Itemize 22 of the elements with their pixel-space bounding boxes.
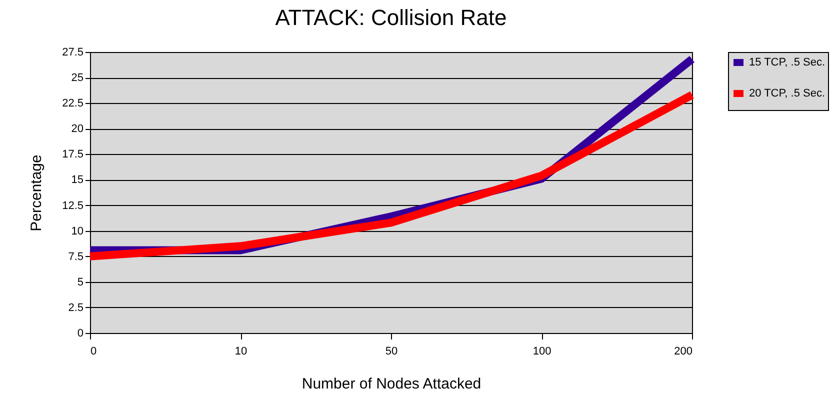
- legend-label: 20 TCP, .5 Sec.: [749, 88, 826, 100]
- y-tick-label: 22.5: [62, 98, 84, 110]
- x-tick-label: 0: [90, 346, 97, 358]
- y-tick-label: 10: [71, 225, 84, 238]
- x-axis-title: Number of Nodes Attacked: [302, 376, 482, 392]
- y-tick-label: 17.5: [62, 148, 84, 161]
- y-axis-title: Percentage: [28, 154, 46, 232]
- x-tick-label: 200: [674, 346, 692, 358]
- legend-label: 15 TCP, .5 Sec.: [749, 56, 826, 68]
- x-tick-label: 100: [532, 346, 552, 358]
- chart-title: ATTACK: Collision Rate: [275, 5, 507, 30]
- y-tick-label: 7.5: [68, 250, 84, 263]
- y-tick-label: 20: [71, 123, 84, 136]
- y-tick-label: 12.5: [62, 200, 84, 212]
- y-tick-label: 5: [77, 276, 84, 288]
- y-tick-label: 0: [77, 328, 84, 340]
- y-tick-label: 27.5: [62, 46, 84, 58]
- x-tick-label: 10: [234, 346, 248, 358]
- x-tick-label: 50: [385, 346, 398, 358]
- y-tick-label: 15: [71, 174, 84, 186]
- y-tick-label: 25: [71, 72, 84, 84]
- y-tick-label: 2.5: [68, 302, 84, 314]
